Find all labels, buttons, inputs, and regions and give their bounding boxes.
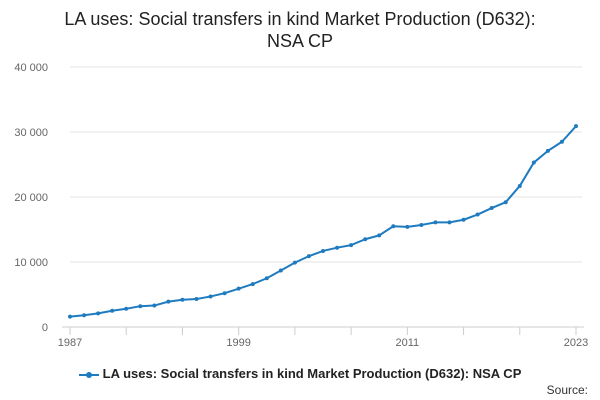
y-tick-label: 40 000: [14, 62, 48, 74]
data-point[interactable]: [377, 233, 382, 238]
data-point[interactable]: [475, 212, 480, 217]
data-point[interactable]: [349, 243, 354, 248]
data-point[interactable]: [222, 291, 227, 296]
data-point[interactable]: [391, 224, 396, 229]
x-tick-label: 1999: [226, 337, 250, 349]
data-point[interactable]: [250, 282, 255, 287]
x-tick-label: 1987: [58, 337, 82, 349]
chart-legend[interactable]: LA uses: Social transfers in kind Market…: [0, 366, 600, 381]
data-point[interactable]: [447, 220, 452, 225]
series-line: [69, 125, 577, 318]
y-tick-label: 10 000: [14, 257, 48, 269]
data-point[interactable]: [517, 183, 522, 188]
legend-label: LA uses: Social transfers in kind Market…: [102, 366, 522, 381]
series-layer: [68, 124, 578, 319]
data-point[interactable]: [208, 294, 213, 299]
data-point[interactable]: [545, 148, 550, 153]
data-point[interactable]: [574, 124, 578, 129]
source-label: Source:: [546, 383, 588, 397]
data-point[interactable]: [419, 222, 424, 227]
x-tick-label: 2011: [396, 337, 420, 349]
y-tick-label: 30 000: [14, 127, 48, 139]
data-point[interactable]: [292, 260, 297, 265]
data-point[interactable]: [503, 200, 508, 205]
data-point[interactable]: [152, 303, 157, 308]
chart-title-line-1: LA uses: Social transfers in kind Market…: [64, 9, 536, 29]
data-point[interactable]: [405, 224, 410, 229]
data-point[interactable]: [194, 297, 199, 302]
data-point[interactable]: [433, 220, 438, 225]
data-point[interactable]: [306, 254, 311, 259]
data-point[interactable]: [278, 268, 283, 273]
data-point[interactable]: [321, 248, 325, 253]
y-tick-label: 0: [42, 322, 48, 334]
data-point[interactable]: [335, 245, 340, 250]
data-point[interactable]: [138, 304, 143, 309]
data-point[interactable]: [489, 206, 494, 211]
x-tick-label: 2023: [564, 337, 588, 349]
data-point[interactable]: [124, 306, 129, 311]
data-point[interactable]: [531, 160, 536, 165]
chart-title-line-2: NSA CP: [266, 31, 334, 51]
y-tick-label: 20 000: [14, 192, 48, 204]
data-point[interactable]: [110, 308, 115, 313]
data-point[interactable]: [180, 297, 185, 302]
legend-marker-icon: [78, 370, 99, 380]
chart-title: LA uses: Social transfers in kind Market…: [0, 8, 600, 52]
data-point[interactable]: [96, 311, 101, 316]
gridlines: [70, 66, 582, 263]
data-point[interactable]: [236, 286, 241, 291]
data-point[interactable]: [559, 139, 564, 144]
data-point[interactable]: [166, 299, 171, 304]
data-point[interactable]: [68, 314, 72, 319]
data-point[interactable]: [82, 313, 87, 318]
data-point[interactable]: [363, 237, 368, 242]
data-point[interactable]: [264, 276, 269, 281]
data-point[interactable]: [461, 217, 466, 222]
axes: 0 10 000 20 000 30 000 40 000 1987 1999 2011 202…: [14, 62, 588, 349]
